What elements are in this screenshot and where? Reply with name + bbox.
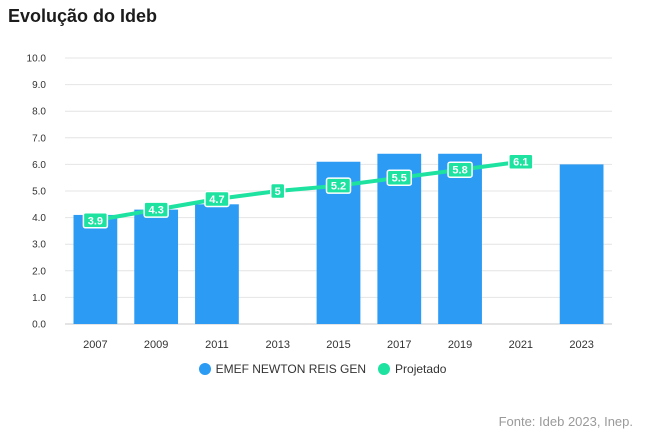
chart-legend: EMEF NEWTON REIS GEN Projetado xyxy=(0,362,645,376)
projected-value-label: 4.3 xyxy=(149,205,164,217)
projected-value-label: 5.5 xyxy=(392,173,407,185)
chart-title: Evolução do Ideb xyxy=(8,6,158,26)
source-note: Fonte: Ideb 2023, Inep. xyxy=(498,414,633,429)
bar-2019 xyxy=(438,153,482,324)
legend-item-projected[interactable]: Projetado xyxy=(378,362,446,376)
x-tick-label: 2011 xyxy=(205,339,229,351)
x-tick-label: 2013 xyxy=(265,339,289,351)
projected-point xyxy=(269,182,286,200)
y-tick-label: 7.0 xyxy=(32,133,46,144)
projected-value-label: 5.8 xyxy=(452,165,467,177)
y-tick-label: 6.0 xyxy=(32,160,46,171)
legend-item-school[interactable]: EMEF NEWTON REIS GEN xyxy=(198,362,367,376)
x-tick-label: 2017 xyxy=(387,339,411,351)
y-tick-label: 10.0 xyxy=(27,54,47,65)
y-tick-label: 1.0 xyxy=(32,293,46,304)
legend-dot-line xyxy=(378,363,391,375)
projected-value-label: 5.2 xyxy=(331,181,346,193)
legend-label-projected: Projetado xyxy=(395,362,447,376)
x-tick-label: 2015 xyxy=(326,339,350,351)
projected-point xyxy=(325,177,352,194)
y-tick-label: 9.0 xyxy=(32,80,46,91)
projected-point xyxy=(508,153,534,170)
y-tick-label: 3.0 xyxy=(32,240,46,251)
projected-point xyxy=(143,201,169,218)
x-tick-label: 2007 xyxy=(83,339,107,351)
projected-value-label: 3.9 xyxy=(88,215,103,227)
projected-value-label: 5 xyxy=(275,186,281,198)
y-tick-label: 5.0 xyxy=(32,187,46,198)
y-tick-label: 8.0 xyxy=(32,107,46,118)
bar-2007 xyxy=(73,214,118,324)
projected-point xyxy=(82,212,109,229)
ideb-chart: 0.0 1.0 2.0 3.0 4.0 5.0 6.0 7.0 8.0 9.0 10.0 2007 20… xyxy=(27,54,612,351)
bar-2023 xyxy=(559,164,604,324)
legend-label-school: EMEF NEWTON REIS GEN xyxy=(215,362,367,376)
x-tick-label: 2019 xyxy=(448,339,472,351)
y-tick-label: 2.0 xyxy=(32,266,46,277)
x-tick-label: 2009 xyxy=(144,339,168,351)
bar-2009 xyxy=(134,209,179,324)
projected-value-label: 4.7 xyxy=(209,194,224,206)
projected-point xyxy=(386,169,413,186)
x-tick-label: 2023 xyxy=(569,339,593,351)
x-tick-label: 2021 xyxy=(509,339,533,351)
bar-2011 xyxy=(195,204,239,324)
y-tick-label: 4.0 xyxy=(32,213,46,224)
projected-point xyxy=(447,161,473,178)
y-tick-label: 0.0 xyxy=(32,320,46,331)
projected-value-label: 6.1 xyxy=(513,157,528,169)
projected-point xyxy=(204,190,230,208)
legend-dot-bar xyxy=(198,363,211,375)
